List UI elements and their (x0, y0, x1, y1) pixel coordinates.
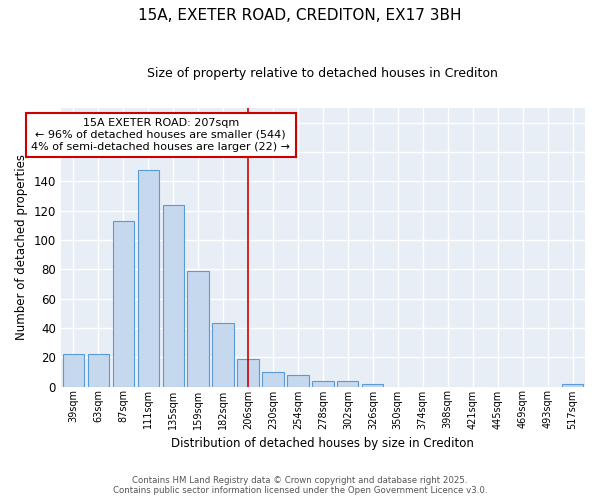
Bar (62, 354, 84, 386)
Title: Size of property relative to detached houses in Crediton: Size of property relative to detached ho… (148, 68, 499, 80)
Text: 15A EXETER ROAD: 207sqm
← 96% of detached houses are smaller (544)
4% of semi-de: 15A EXETER ROAD: 207sqm ← 96% of detache… (31, 118, 290, 152)
Bar (287, 375, 308, 386)
X-axis label: Distribution of detached houses by size in Crediton: Distribution of detached houses by size … (172, 437, 475, 450)
Bar (312, 380, 334, 386)
Text: 15A, EXETER ROAD, CREDITON, EX17 3BH: 15A, EXETER ROAD, CREDITON, EX17 3BH (138, 8, 462, 22)
Bar (88, 354, 109, 386)
Bar (562, 384, 583, 386)
Bar (113, 221, 134, 386)
Bar (163, 205, 184, 386)
Bar (187, 270, 209, 386)
Bar (362, 384, 383, 386)
Bar (337, 380, 358, 386)
Bar (238, 358, 259, 386)
Bar (137, 170, 159, 386)
Y-axis label: Number of detached properties: Number of detached properties (15, 154, 28, 340)
Bar (212, 324, 233, 386)
Text: Contains HM Land Registry data © Crown copyright and database right 2025.
Contai: Contains HM Land Registry data © Crown c… (113, 476, 487, 495)
Bar (262, 372, 284, 386)
